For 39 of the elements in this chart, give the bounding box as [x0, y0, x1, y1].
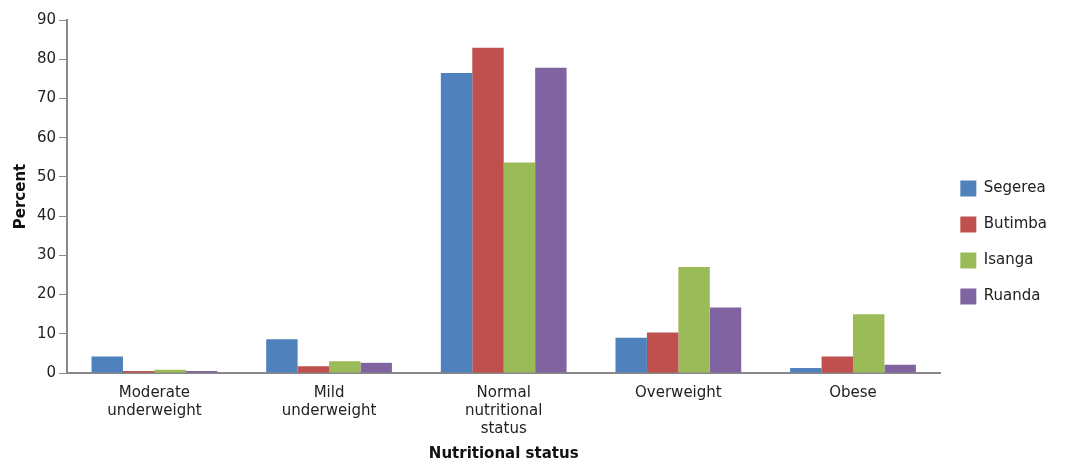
bar	[709, 307, 742, 373]
y-tick-label: 30	[36, 245, 57, 264]
bar	[821, 356, 853, 373]
legend-label: Isanga	[983, 250, 1034, 269]
bar	[503, 162, 536, 373]
y-tick-label: 60	[36, 127, 57, 146]
legend-label: Butimba	[983, 214, 1047, 233]
bar	[535, 67, 567, 373]
y-tick-label: 50	[36, 166, 57, 185]
y-tick-label: 90	[36, 9, 57, 28]
bar	[440, 72, 473, 373]
bar	[329, 361, 361, 373]
y-tick-label: 70	[36, 88, 57, 107]
legend-label: Ruanda	[983, 286, 1041, 305]
y-tick-label: 40	[36, 206, 57, 224]
x-tick-label: Mild underweight	[281, 382, 377, 419]
bar	[790, 367, 822, 373]
bar	[472, 47, 504, 373]
x-tick-label: Overweight	[635, 382, 722, 401]
y-tick-label: 10	[36, 323, 57, 342]
y-axis-title: Percent	[10, 163, 29, 230]
bar	[678, 267, 710, 373]
bar	[615, 337, 647, 373]
x-tick-label: Normal nutritional status	[465, 382, 543, 437]
bar	[266, 339, 298, 373]
bar	[853, 314, 885, 373]
bar	[646, 332, 679, 373]
bar	[297, 366, 330, 373]
bar	[154, 369, 186, 373]
y-tick-label: 20	[36, 284, 57, 303]
legend-label: Segerea	[983, 178, 1046, 197]
bar	[884, 364, 916, 373]
x-axis-title: Nutritional status	[428, 443, 579, 462]
bar	[360, 362, 392, 373]
x-tick-label: Obese	[829, 382, 877, 401]
y-tick-label: 80	[36, 49, 57, 68]
y-tick-label: 0	[46, 362, 57, 381]
x-tick-label: Moderate underweight	[107, 382, 202, 419]
bar	[91, 356, 123, 373]
